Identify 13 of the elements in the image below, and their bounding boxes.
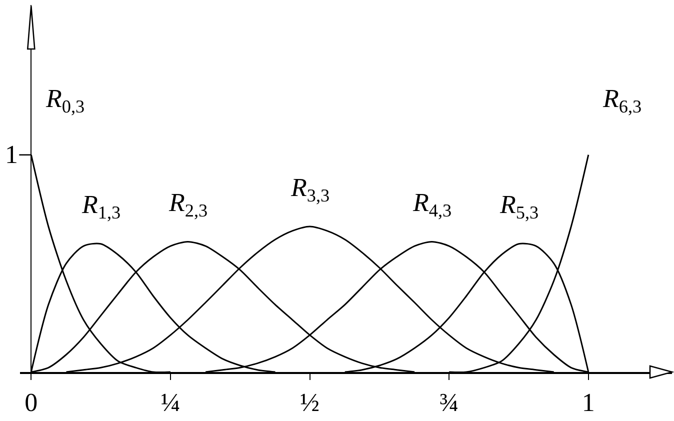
x-tick-label: 0 <box>24 388 38 417</box>
series-label: R$_{4,3}$ <box>412 188 452 220</box>
annotation: 1 <box>5 140 18 169</box>
series-label: R$_{2,3}$ <box>168 188 208 220</box>
x-tick-label: ¼ <box>160 388 180 417</box>
x-tick-label: ½ <box>300 388 320 417</box>
series-label: R$_{1,3}$ <box>81 190 121 222</box>
series-label: R$_{5,3}$ <box>499 190 539 222</box>
x-tick-label: ¾ <box>439 388 459 417</box>
series-label: R$_{6,3}$ <box>602 84 642 116</box>
series-label: R$_{0,3}$ <box>45 84 85 116</box>
x-tick-label: 1 <box>582 388 595 417</box>
series-label: R$_{3,3}$ <box>290 173 330 206</box>
